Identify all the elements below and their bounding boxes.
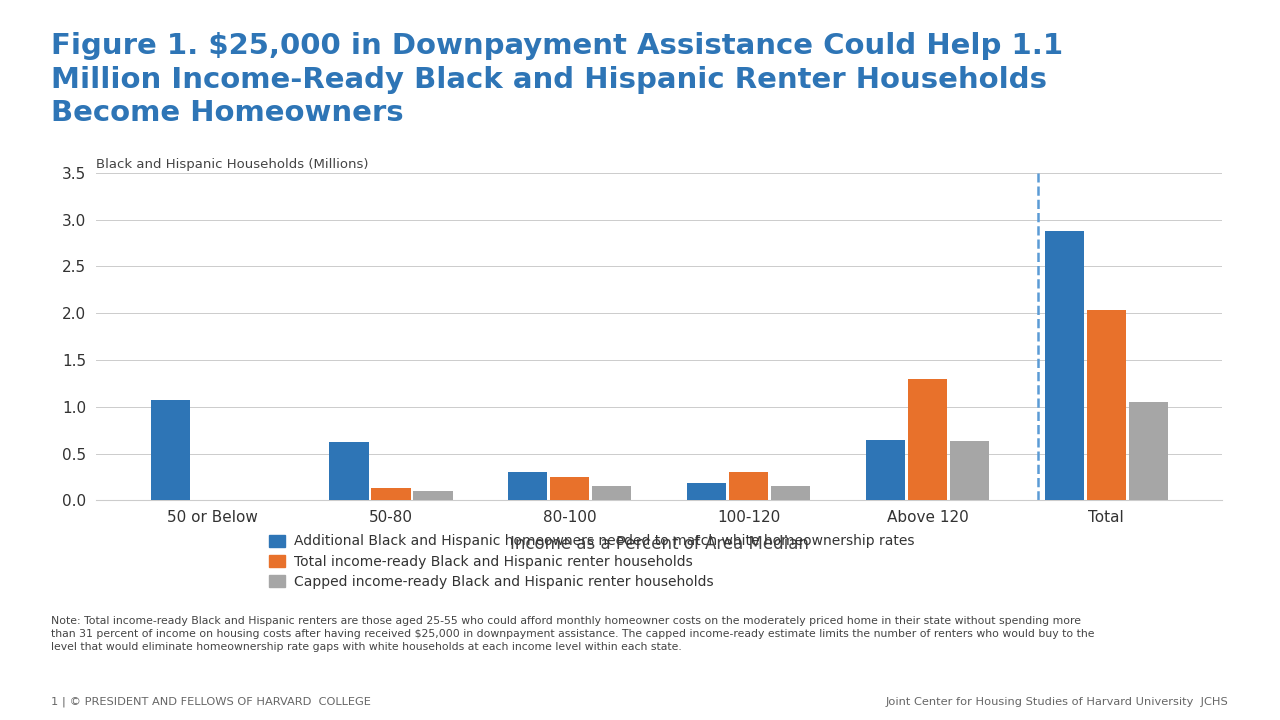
Bar (865, 439, 905, 500)
Text: Joint Center for Housing Studies of Harvard University  JCHS: Joint Center for Housing Studies of Harv… (886, 697, 1229, 707)
Bar (728, 472, 768, 500)
Bar (771, 487, 810, 500)
Bar (508, 472, 548, 500)
Bar (1129, 402, 1167, 500)
Bar (1044, 231, 1084, 500)
X-axis label: Income as a Percent of Area Median: Income as a Percent of Area Median (509, 535, 809, 553)
Text: 1 | © PRESIDENT AND FELLOWS OF HARVARD  COLLEGE: 1 | © PRESIDENT AND FELLOWS OF HARVARD C… (51, 696, 371, 707)
Text: Figure 1. $25,000 in Downpayment Assistance Could Help 1.1
Million Income-Ready : Figure 1. $25,000 in Downpayment Assista… (51, 32, 1064, 127)
Bar (1087, 310, 1126, 500)
Bar (371, 488, 411, 500)
Bar (550, 477, 590, 500)
Bar (151, 400, 189, 500)
Bar (950, 441, 989, 500)
Text: Black and Hispanic Households (Millions): Black and Hispanic Households (Millions) (96, 158, 369, 171)
Bar (413, 491, 453, 500)
Legend: Additional Black and Hispanic homeowners needed to match white homeownership rat: Additional Black and Hispanic homeowners… (262, 529, 919, 595)
Text: Note: Total income-ready Black and Hispanic renters are those aged 25-55 who cou: Note: Total income-ready Black and Hispa… (51, 616, 1094, 652)
Bar (329, 442, 369, 500)
Bar (908, 379, 947, 500)
Bar (593, 487, 631, 500)
Bar (687, 482, 726, 500)
